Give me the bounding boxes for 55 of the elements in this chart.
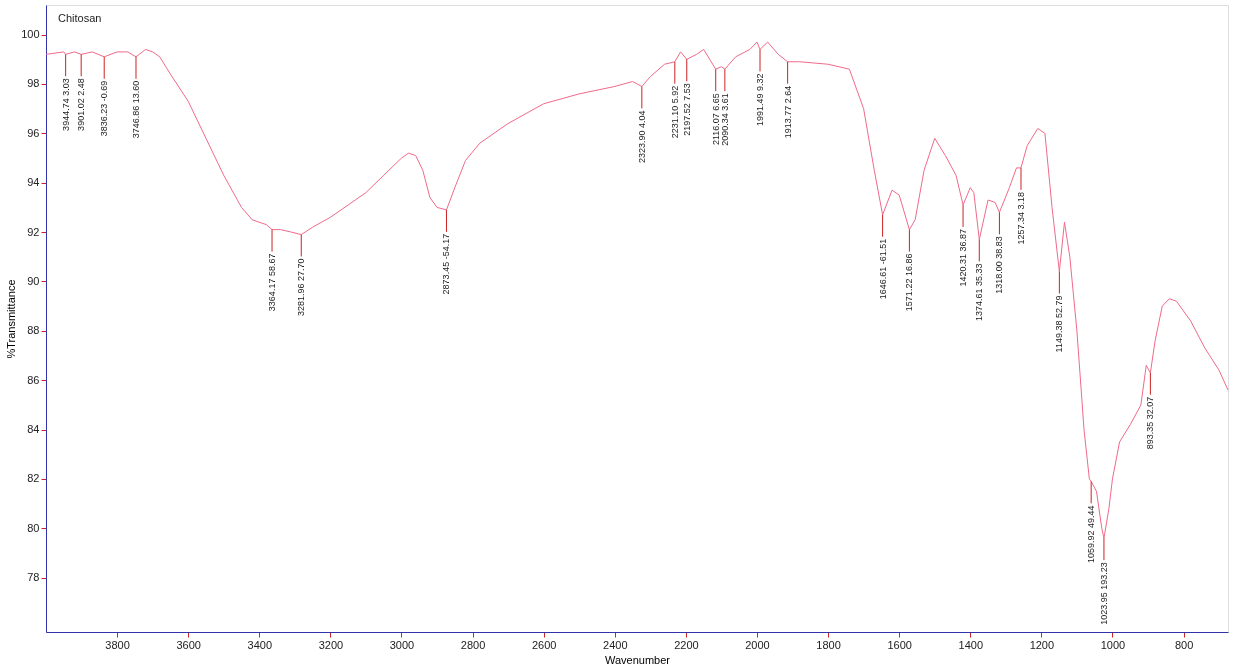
- annotation: 2197.52 7.53: [681, 83, 692, 136]
- annotation: 2231.10 5.92: [669, 85, 680, 139]
- x-tick-label: 1400: [958, 638, 984, 651]
- text: Chitosan: [58, 12, 102, 24]
- annotation: 3836.23 -0.69: [99, 80, 110, 137]
- y-axis-title: %Transmittance: [5, 279, 18, 359]
- y-tick-label: 96: [27, 126, 40, 139]
- annotation: 3901.02 2.48: [76, 78, 87, 131]
- x-tick-label: 3800: [105, 638, 130, 651]
- x-tick-label: 2800: [460, 638, 486, 651]
- x-tick-label: 2400: [603, 638, 628, 651]
- x-tick-label: 1200: [1029, 638, 1055, 651]
- annotation: 1318.00 38.83: [994, 236, 1005, 294]
- annotation: 3281.96 27.70: [296, 258, 307, 317]
- x-tick-label: 3200: [318, 638, 344, 651]
- y-tick-label: 90: [27, 274, 40, 287]
- y-tick-label: 92: [27, 225, 40, 238]
- annotation: 1059.92 49.44: [1086, 505, 1097, 563]
- annotation: 1991.49 9.32: [755, 73, 765, 126]
- annotation: 2116.07 6.65: [710, 93, 721, 146]
- x-tick-label: 3600: [176, 638, 201, 651]
- annotation: 3944.74 3.03: [60, 78, 71, 131]
- y-tick-label: 78: [27, 571, 40, 584]
- annotation: 1149.38 52.79: [1054, 295, 1065, 353]
- annotation: 1420.31 36.87: [958, 228, 969, 287]
- annotation: 2323.90 4.04: [636, 110, 647, 163]
- annotation: 893.35 32.07: [1145, 396, 1156, 450]
- x-axis-title: Wavenumber: [604, 653, 671, 666]
- annotation: 1023.95 193.23: [1098, 562, 1109, 625]
- x-tick-label: 2600: [531, 638, 557, 651]
- y-tick-label: 100: [21, 28, 40, 41]
- x-tick-label: 2200: [674, 638, 699, 651]
- x-tick-label: 2000: [745, 638, 770, 651]
- annotation: 2873.45 -54.17: [441, 233, 452, 295]
- y-tick-label: 82: [27, 472, 40, 485]
- annotation: 1646.61 -61.51: [877, 238, 888, 300]
- x-tick-label: 3400: [247, 638, 273, 651]
- x-tick-label: 1000: [1100, 638, 1126, 651]
- annotation: 1374.61 35.33: [974, 263, 985, 322]
- y-tick-label: 80: [27, 521, 40, 534]
- y-tick-label: 86: [27, 373, 40, 386]
- annotation: 1571.22 16.86: [904, 253, 915, 312]
- annotation: 2090.34 3.61: [719, 93, 730, 146]
- annotation: 3364.17 58.67: [267, 253, 278, 312]
- annotation: 1913.77 2.64: [782, 85, 793, 139]
- x-tick-label: 1800: [816, 638, 841, 651]
- x-tick-label: 1600: [887, 638, 912, 651]
- y-tick-label: 88: [27, 324, 40, 337]
- y-tick-label: 84: [27, 423, 40, 436]
- x-tick-label: 800: [1174, 638, 1194, 651]
- y-tick-label: 98: [27, 77, 40, 90]
- y-tick-label: 94: [27, 176, 40, 189]
- annotation: 1257.34 3.18: [1015, 191, 1026, 245]
- annotation: 3746.86 13.60: [130, 80, 141, 139]
- x-tick-label: 3000: [389, 638, 415, 651]
